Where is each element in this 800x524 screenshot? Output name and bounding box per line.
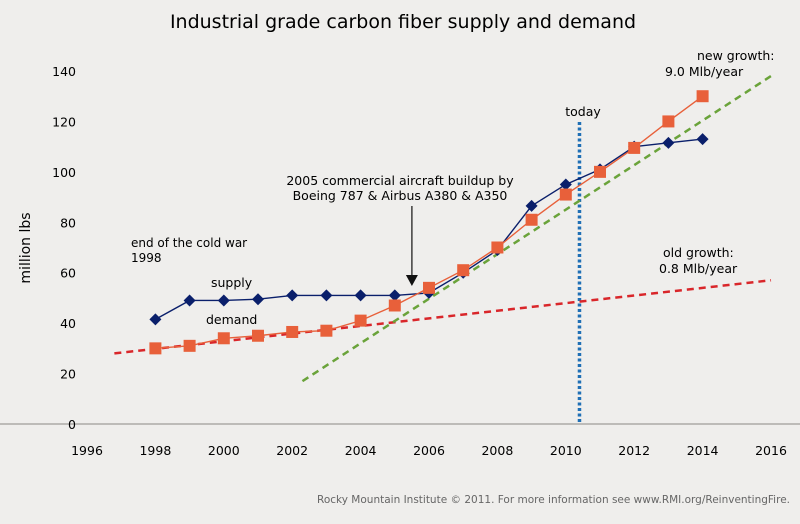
supply-label: supply xyxy=(211,275,253,290)
supply-point xyxy=(286,289,299,302)
supply-point xyxy=(662,136,675,149)
supply-point xyxy=(354,289,367,302)
new-growth-rate: 9.0 Mlb/year xyxy=(665,64,744,79)
demand-line xyxy=(155,95,704,350)
supply-point xyxy=(217,294,230,307)
x-tick-label: 2000 xyxy=(208,443,240,458)
x-tick-label: 2016 xyxy=(755,443,787,458)
demand-point xyxy=(696,90,709,103)
y-tick-label: 80 xyxy=(60,215,76,230)
y-tick-label: 60 xyxy=(60,266,76,281)
supply-point xyxy=(183,294,196,307)
y-tick-label: 20 xyxy=(60,367,76,382)
supply-point xyxy=(525,199,538,212)
demand-point xyxy=(320,324,333,337)
y-tick-label: 0 xyxy=(68,417,76,432)
demand-point xyxy=(388,299,401,312)
supply-point xyxy=(388,289,401,302)
demand-point xyxy=(491,241,504,254)
x-tick-label: 1998 xyxy=(139,443,171,458)
demand-point xyxy=(354,314,367,327)
supply-point xyxy=(149,313,162,326)
supply-point xyxy=(320,289,333,302)
new-growth-label: new growth: xyxy=(697,48,775,63)
x-tick-label: 2002 xyxy=(276,443,308,458)
supply-point xyxy=(252,293,264,306)
y-tick-label: 40 xyxy=(60,316,76,331)
annotation-cold-war-1: end of the cold war xyxy=(131,236,247,250)
demand-point xyxy=(252,329,264,342)
x-tick-label: 2010 xyxy=(550,443,582,458)
x-tick-label: 1996 xyxy=(71,443,103,458)
demand-point xyxy=(286,325,299,338)
y-tick-label: 100 xyxy=(52,165,76,180)
demand-point xyxy=(423,281,435,294)
annotation-cold-war-2: 1998 xyxy=(131,251,162,265)
x-tick-label: 2012 xyxy=(618,443,650,458)
today-label: today xyxy=(565,104,601,119)
demand-point xyxy=(457,264,470,277)
old-growth-label: old growth: xyxy=(663,245,734,260)
demand-point xyxy=(149,342,162,355)
y-axis-label: million lbs xyxy=(18,212,34,283)
demand-point xyxy=(662,115,675,128)
x-tick-label: 2006 xyxy=(413,443,445,458)
x-tick-label: 2008 xyxy=(481,443,513,458)
demand-point xyxy=(525,213,538,226)
annotation-aircraft-2: Boeing 787 & Airbus A380 & A350 xyxy=(293,188,508,203)
annotation-aircraft-1: 2005 commercial aircraft buildup by xyxy=(286,173,514,188)
footer-credit: Rocky Mountain Institute © 2011. For mor… xyxy=(317,494,790,506)
demand-point xyxy=(628,141,641,154)
x-tick-label: 2004 xyxy=(345,443,377,458)
demand-label: demand xyxy=(206,312,257,327)
demand-point xyxy=(594,165,606,178)
demand-point xyxy=(217,332,230,345)
old-growth-rate: 0.8 Mlb/year xyxy=(659,261,738,276)
new-growth-trend-line xyxy=(301,74,772,383)
demand-point xyxy=(183,339,196,352)
y-tick-label: 140 xyxy=(52,64,76,79)
chart-title: Industrial grade carbon fiber supply and… xyxy=(170,11,636,33)
x-tick-label: 2014 xyxy=(687,443,719,458)
demand-point xyxy=(559,188,572,201)
supply-point xyxy=(696,133,709,146)
y-tick-label: 120 xyxy=(52,114,76,129)
supply-point xyxy=(559,178,572,191)
annotation-arrow-head xyxy=(405,275,418,286)
